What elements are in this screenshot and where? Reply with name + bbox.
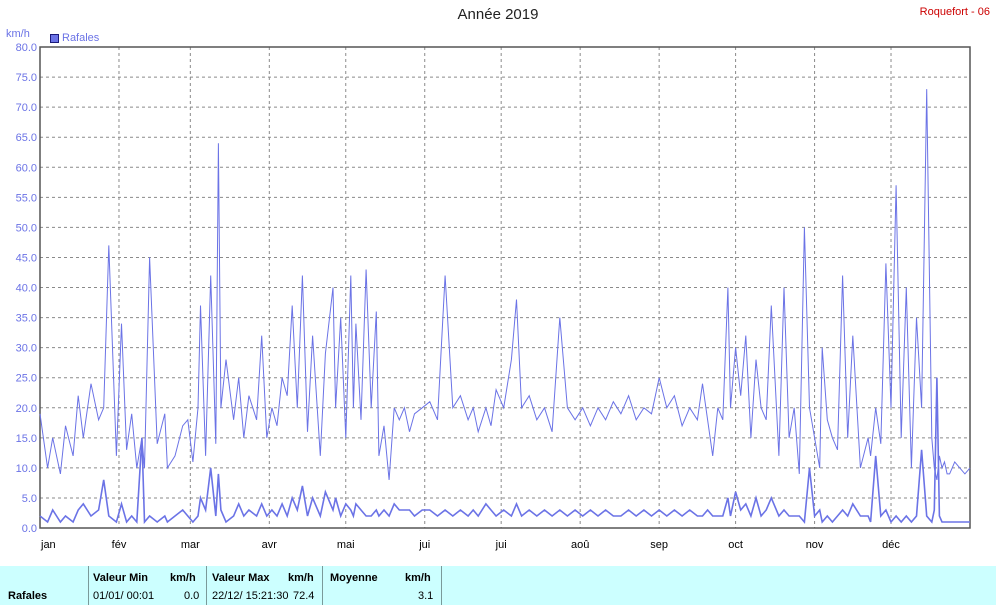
stats-divider [206,566,207,605]
chart-title: Année 2019 [457,6,539,23]
y-tick-label: 55.0 [16,192,37,204]
y-unit-label: km/h [6,28,30,40]
y-tick-label: 40.0 [16,283,37,295]
x-tick-label: jui [418,539,430,551]
series-line-rafales-lower [39,377,970,525]
x-tick-label: avr [262,539,278,551]
x-tick-label: aoû [571,539,589,551]
stats-divider [322,566,323,605]
x-tick-label: oct [728,539,743,551]
stats-min-unit: km/h [170,572,196,584]
x-tick-label: sep [650,539,668,551]
stats-avg-unit: km/h [405,572,431,584]
x-tick-label: jan [40,539,56,551]
x-tick-label: mar [181,539,200,551]
y-tick-label: 80.0 [16,42,37,54]
plot-frame [39,46,971,529]
y-tick-label: 50.0 [16,222,37,234]
chart-plot: 0.0 5.0 10.0 15.0 20.0 25.0 30.0 35.0 40.0 45.0 50… [16,42,971,551]
legend-label: Rafales [62,32,100,44]
x-tick-label: mai [337,539,355,551]
stats-avg-value: 3.1 [418,590,434,602]
y-tick-label: 45.0 [16,252,37,264]
x-tick-label: déc [882,539,900,551]
y-tick-label: 25.0 [16,373,37,385]
stats-series-label: Rafales [8,590,48,602]
y-tick-label: 5.0 [22,493,37,505]
legend-swatch-icon [50,33,59,43]
x-tick-label: nov [806,539,824,551]
x-tick-label: jui [495,539,507,551]
y-tick-label: 70.0 [16,102,37,114]
stats-max-time: 22/12/ 15:21:30 [212,590,289,602]
stats-max-value: 72.4 [293,590,315,602]
y-tick-label: 10.0 [16,463,37,475]
y-tick-label: 65.0 [16,132,37,144]
stats-avg-header: Moyenne [330,572,378,584]
y-tick-label: 30.0 [16,343,37,355]
y-tick-label: 75.0 [16,72,37,84]
y-tick-label: 60.0 [16,162,37,174]
stats-min-header: Valeur Min [93,572,149,584]
station-label: Roquefort - 06 [919,6,990,18]
stats-divider [441,566,442,605]
x-tick-label: fév [112,539,127,551]
y-tick-label: 20.0 [16,403,37,415]
stats-max-header: Valeur Max [212,572,270,584]
y-tick-label: 15.0 [16,433,37,445]
stats-max-unit: km/h [288,572,314,584]
stats-min-time: 01/01/ 00:01 [93,590,155,602]
stats-min-value: 0.0 [184,590,200,602]
y-tick-label: 0.0 [22,523,37,535]
series-line-rafales [39,89,971,481]
legend: Rafales [50,32,99,44]
stats-panel: Rafales Valeur Min km/h 01/01/ 00:01 0.0… [0,566,996,605]
stats-divider [88,566,89,605]
y-tick-label: 35.0 [16,313,37,325]
